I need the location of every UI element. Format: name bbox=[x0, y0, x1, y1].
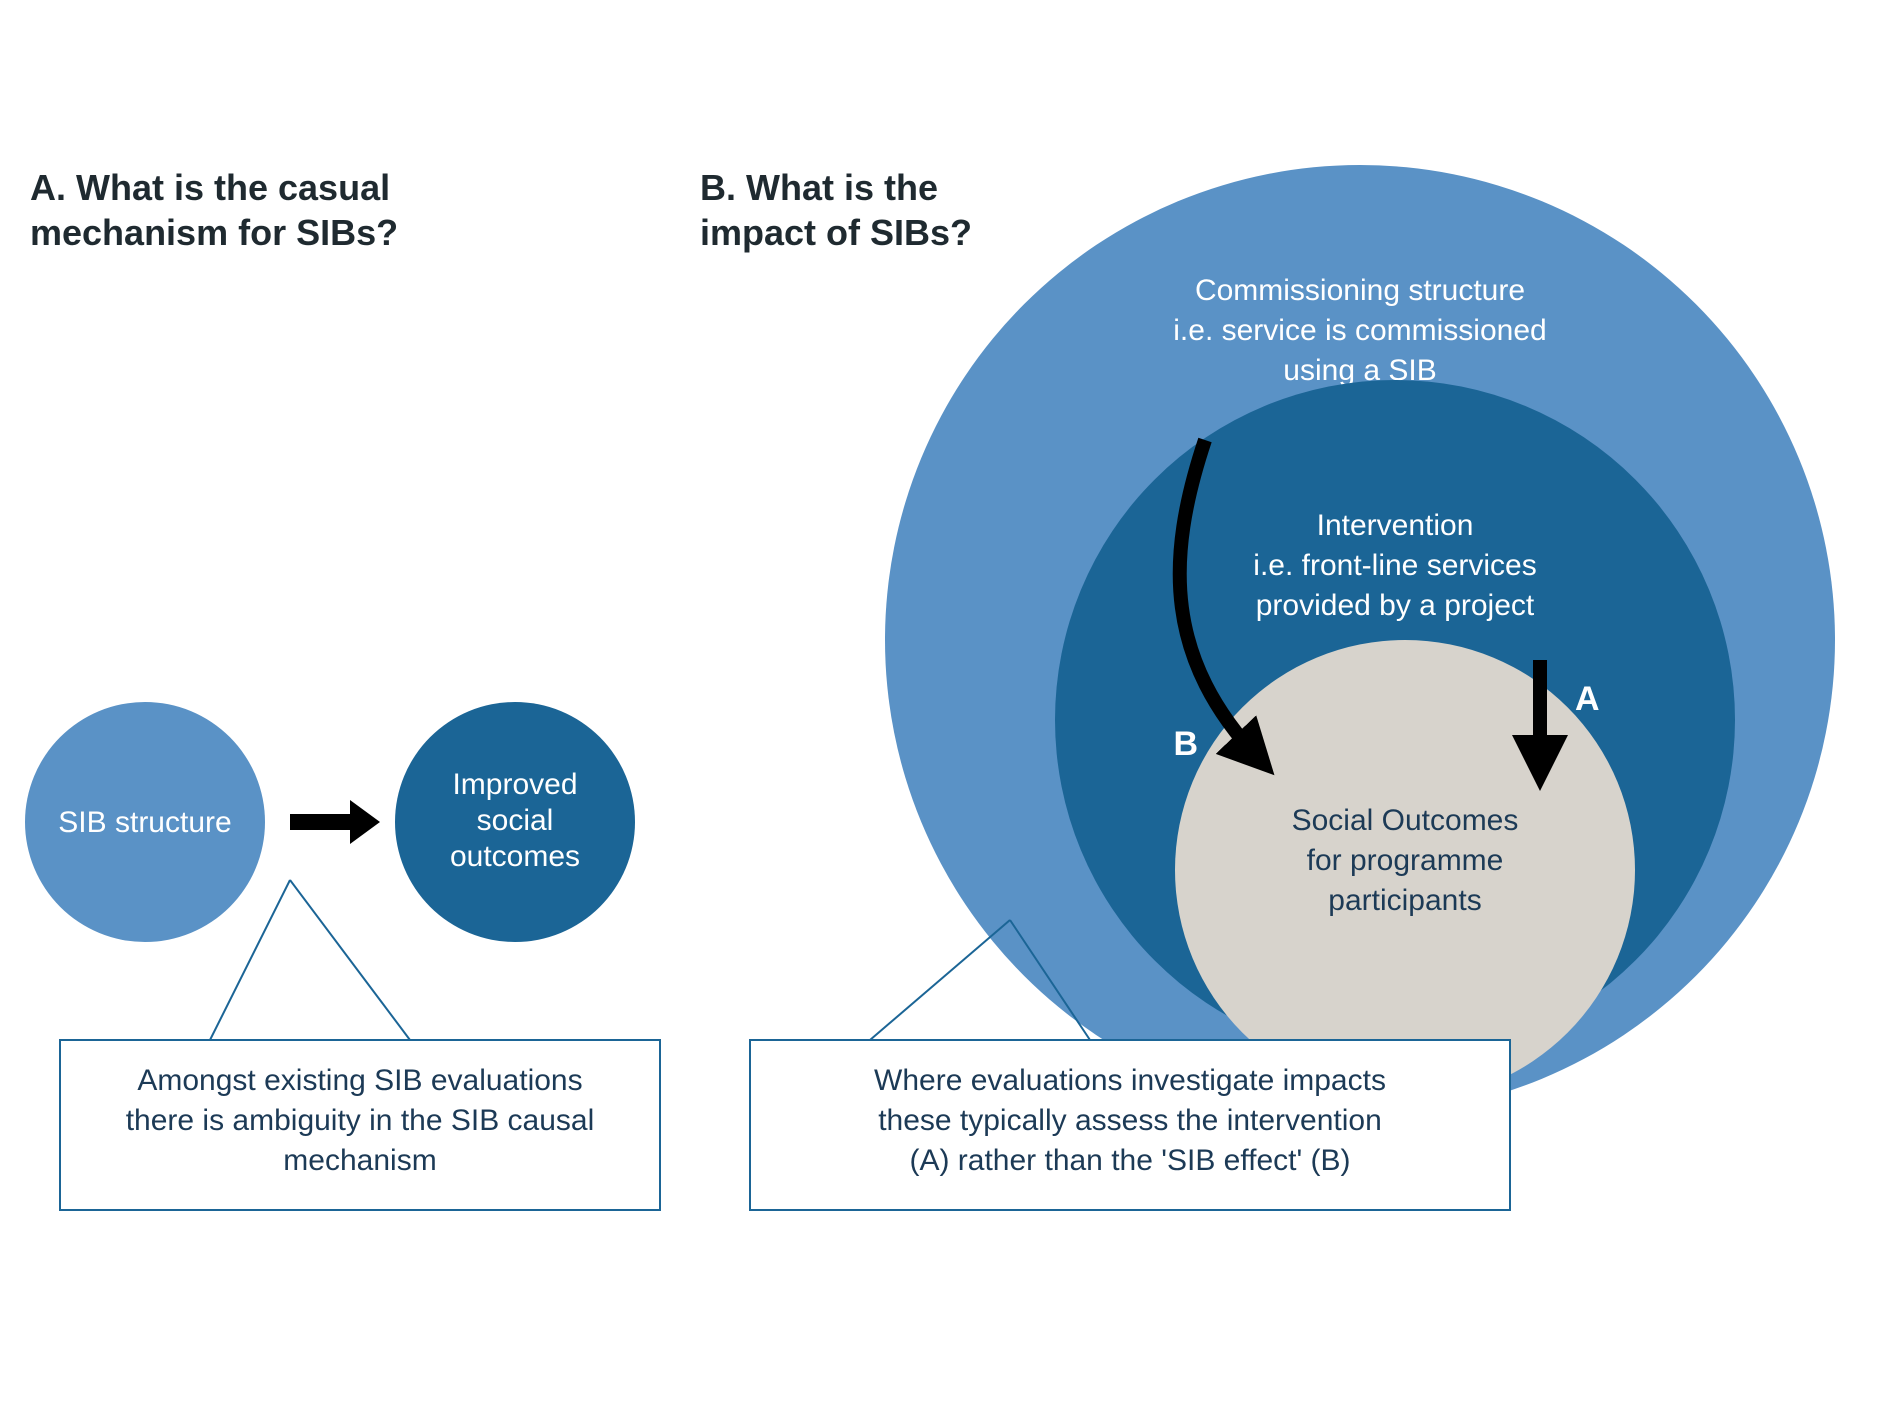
arrow-b-label: B bbox=[1173, 725, 1198, 763]
panel-a-heading: A. What is the casualmechanism for SIBs? bbox=[30, 167, 398, 253]
panel-b-heading: B. What is theimpact of SIBs? bbox=[700, 167, 972, 253]
sib-structure-label: SIB structure bbox=[58, 806, 231, 839]
panel-a-arrow-head bbox=[350, 800, 380, 844]
panel-b-callout-leader bbox=[870, 920, 1010, 1040]
arrow-a-label: A bbox=[1575, 680, 1600, 718]
panel-a-callout-leader bbox=[290, 880, 410, 1040]
panel-b-callout-text: Where evaluations investigate impactsthe… bbox=[874, 1064, 1386, 1177]
